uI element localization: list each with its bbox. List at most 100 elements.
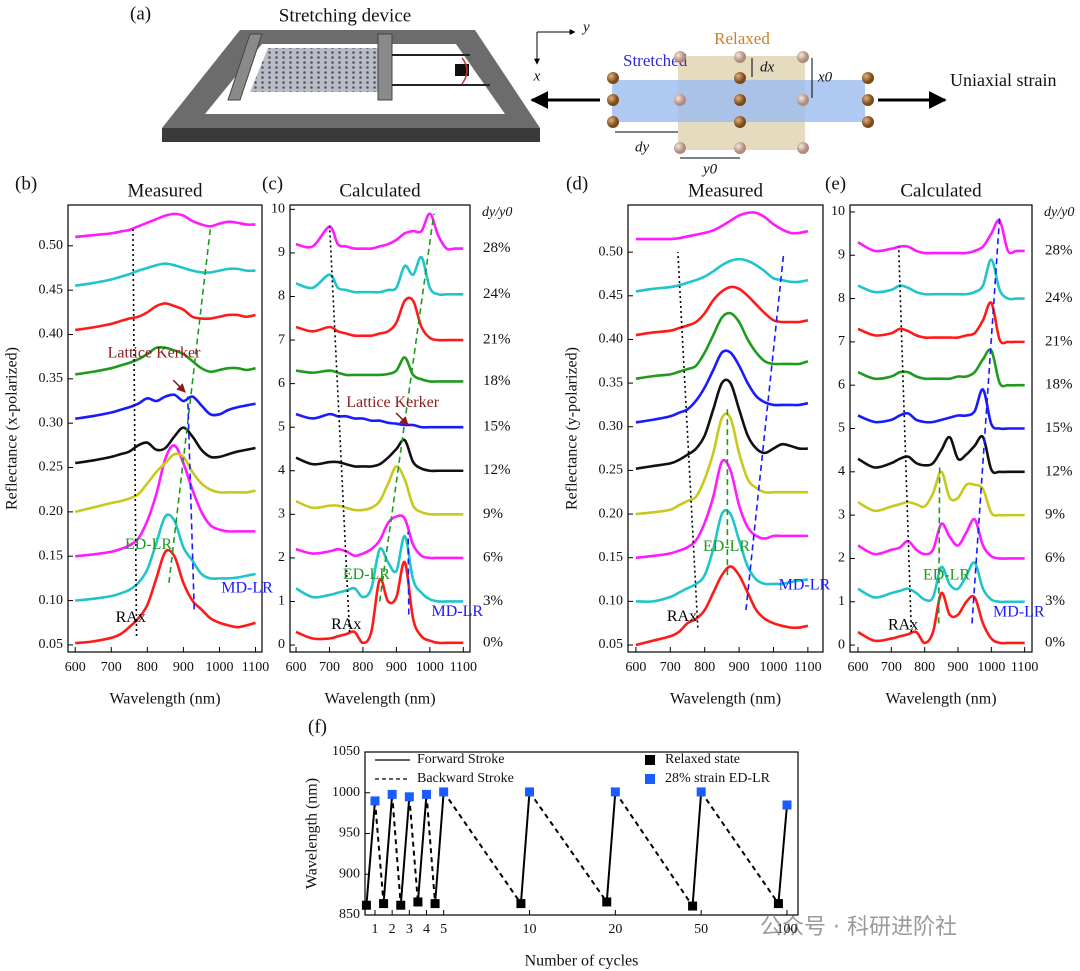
annotation: ED-LR <box>125 536 172 553</box>
x-tick-label: 1100 <box>1011 660 1038 675</box>
y-tick-label: 5 <box>838 421 845 436</box>
x-tick-label: 1 <box>372 922 379 937</box>
x-tick-label: 800 <box>914 660 935 675</box>
dimension-label: dy <box>635 139 650 155</box>
marker <box>370 796 380 806</box>
forward-stroke <box>382 794 394 904</box>
device-label: Stretching device <box>279 5 411 26</box>
x-tick-label: 600 <box>848 660 869 675</box>
y-tick-label: 6 <box>278 376 285 391</box>
marker <box>782 800 792 810</box>
y-tick-label: 0.10 <box>39 593 64 608</box>
x-tick-label: 10 <box>523 922 537 937</box>
y-tick-label: 0.50 <box>39 238 64 253</box>
spectrum-line <box>295 560 464 645</box>
backward-stroke <box>614 791 694 907</box>
y-tick-label: 900 <box>339 866 360 881</box>
series-label: 18% <box>1045 377 1073 393</box>
marker <box>525 787 534 797</box>
x-tick-label: 700 <box>881 660 902 675</box>
x-axis-label: Wavelength (nm) <box>885 691 996 708</box>
y-tick-label: 0.25 <box>599 463 624 478</box>
spectrum-line <box>295 296 464 342</box>
y-tick-label: 0.30 <box>39 415 64 430</box>
y-tick-label: 0.50 <box>599 244 624 259</box>
annotation: Lattice Kerker <box>346 394 440 411</box>
spectrum-line <box>635 349 809 424</box>
panel-label: (f) <box>308 716 327 737</box>
panel-a-schematic: y x Relaxed Stretched Uniaxial strain dx… <box>530 19 1056 177</box>
spectrum-line <box>857 348 1025 388</box>
marker <box>696 787 706 797</box>
x-tick-label: 20 <box>608 922 622 937</box>
spectrum-line <box>635 285 809 337</box>
series-label: 12% <box>1045 463 1073 479</box>
dimension-label: dx <box>760 59 775 75</box>
clamp <box>227 33 263 101</box>
x-tick-label: 900 <box>729 660 750 675</box>
guide-line <box>937 467 941 624</box>
x-tick-label: 700 <box>101 660 122 675</box>
spectrum-line <box>635 211 809 241</box>
x-tick-label: 1000 <box>977 660 1005 675</box>
spectrum-line <box>295 465 464 516</box>
y-tick-label: 0.45 <box>599 288 624 303</box>
forward-stroke <box>519 791 531 904</box>
device-frame <box>162 30 540 128</box>
dimension-label: x0 <box>817 69 833 85</box>
y-tick-label: 0.20 <box>599 506 624 521</box>
panel-label: (c) <box>262 173 283 194</box>
x-tick-label: 1100 <box>794 660 821 675</box>
spectrum-line <box>857 561 1025 604</box>
spectrum-line <box>635 508 808 603</box>
guide-line <box>897 246 913 633</box>
spectrum-line <box>75 393 256 421</box>
series-label: 3% <box>1045 593 1065 609</box>
series-label: 6% <box>483 549 503 565</box>
marker <box>602 897 612 907</box>
legend-label: Forward Stroke <box>417 752 505 767</box>
dimension-label: y0 <box>701 161 718 177</box>
relaxed-label: Relaxed <box>714 29 770 48</box>
x-tick-label: 800 <box>694 660 715 675</box>
marker <box>610 787 620 797</box>
series-label: 9% <box>483 506 503 522</box>
spectrum-line <box>295 438 464 473</box>
marker <box>413 897 423 907</box>
y-tick-label: 950 <box>339 826 360 841</box>
y-tick-label: 0 <box>278 637 285 652</box>
y-tick-label: 6 <box>838 377 845 392</box>
guide-line <box>971 216 1001 624</box>
panel-label: (a) <box>130 3 151 24</box>
marker <box>516 899 526 909</box>
y-tick-label: 9 <box>278 245 285 260</box>
x-tick-label: 2 <box>389 922 396 937</box>
spectrum-line <box>74 452 256 514</box>
y-tick-label: 5 <box>278 419 285 434</box>
x-tick-label: 1100 <box>450 660 477 675</box>
x-tick-label: 700 <box>660 660 681 675</box>
spectrum-line <box>635 565 809 647</box>
guide-line <box>677 252 699 628</box>
x-axis-label: Wavelength (nm) <box>109 691 220 708</box>
rotation-arrow <box>461 57 468 85</box>
y-tick-label: 3 <box>838 507 845 522</box>
y-tick-label: 4 <box>278 463 285 478</box>
watermark: 公众号 · 科研进阶社 <box>760 915 957 940</box>
spectrum-line <box>75 212 256 239</box>
series-label: 12% <box>483 462 511 478</box>
legend-label: 28% strain ED-LR <box>665 771 771 786</box>
panel-label: (e) <box>825 173 846 194</box>
plot-frame <box>627 204 824 653</box>
x-tick-label: 1100 <box>242 660 269 675</box>
x-tick-label: 700 <box>319 660 340 675</box>
spectrum-line <box>857 301 1025 345</box>
screw <box>455 64 469 76</box>
spectrum-line <box>75 513 256 602</box>
y-axis-label: Reflectance (y-polarized) <box>564 347 581 510</box>
spectrum-line <box>75 426 256 465</box>
annotation: MD-LR <box>432 603 484 620</box>
legend-marker <box>645 755 655 765</box>
guide-line <box>132 228 138 637</box>
